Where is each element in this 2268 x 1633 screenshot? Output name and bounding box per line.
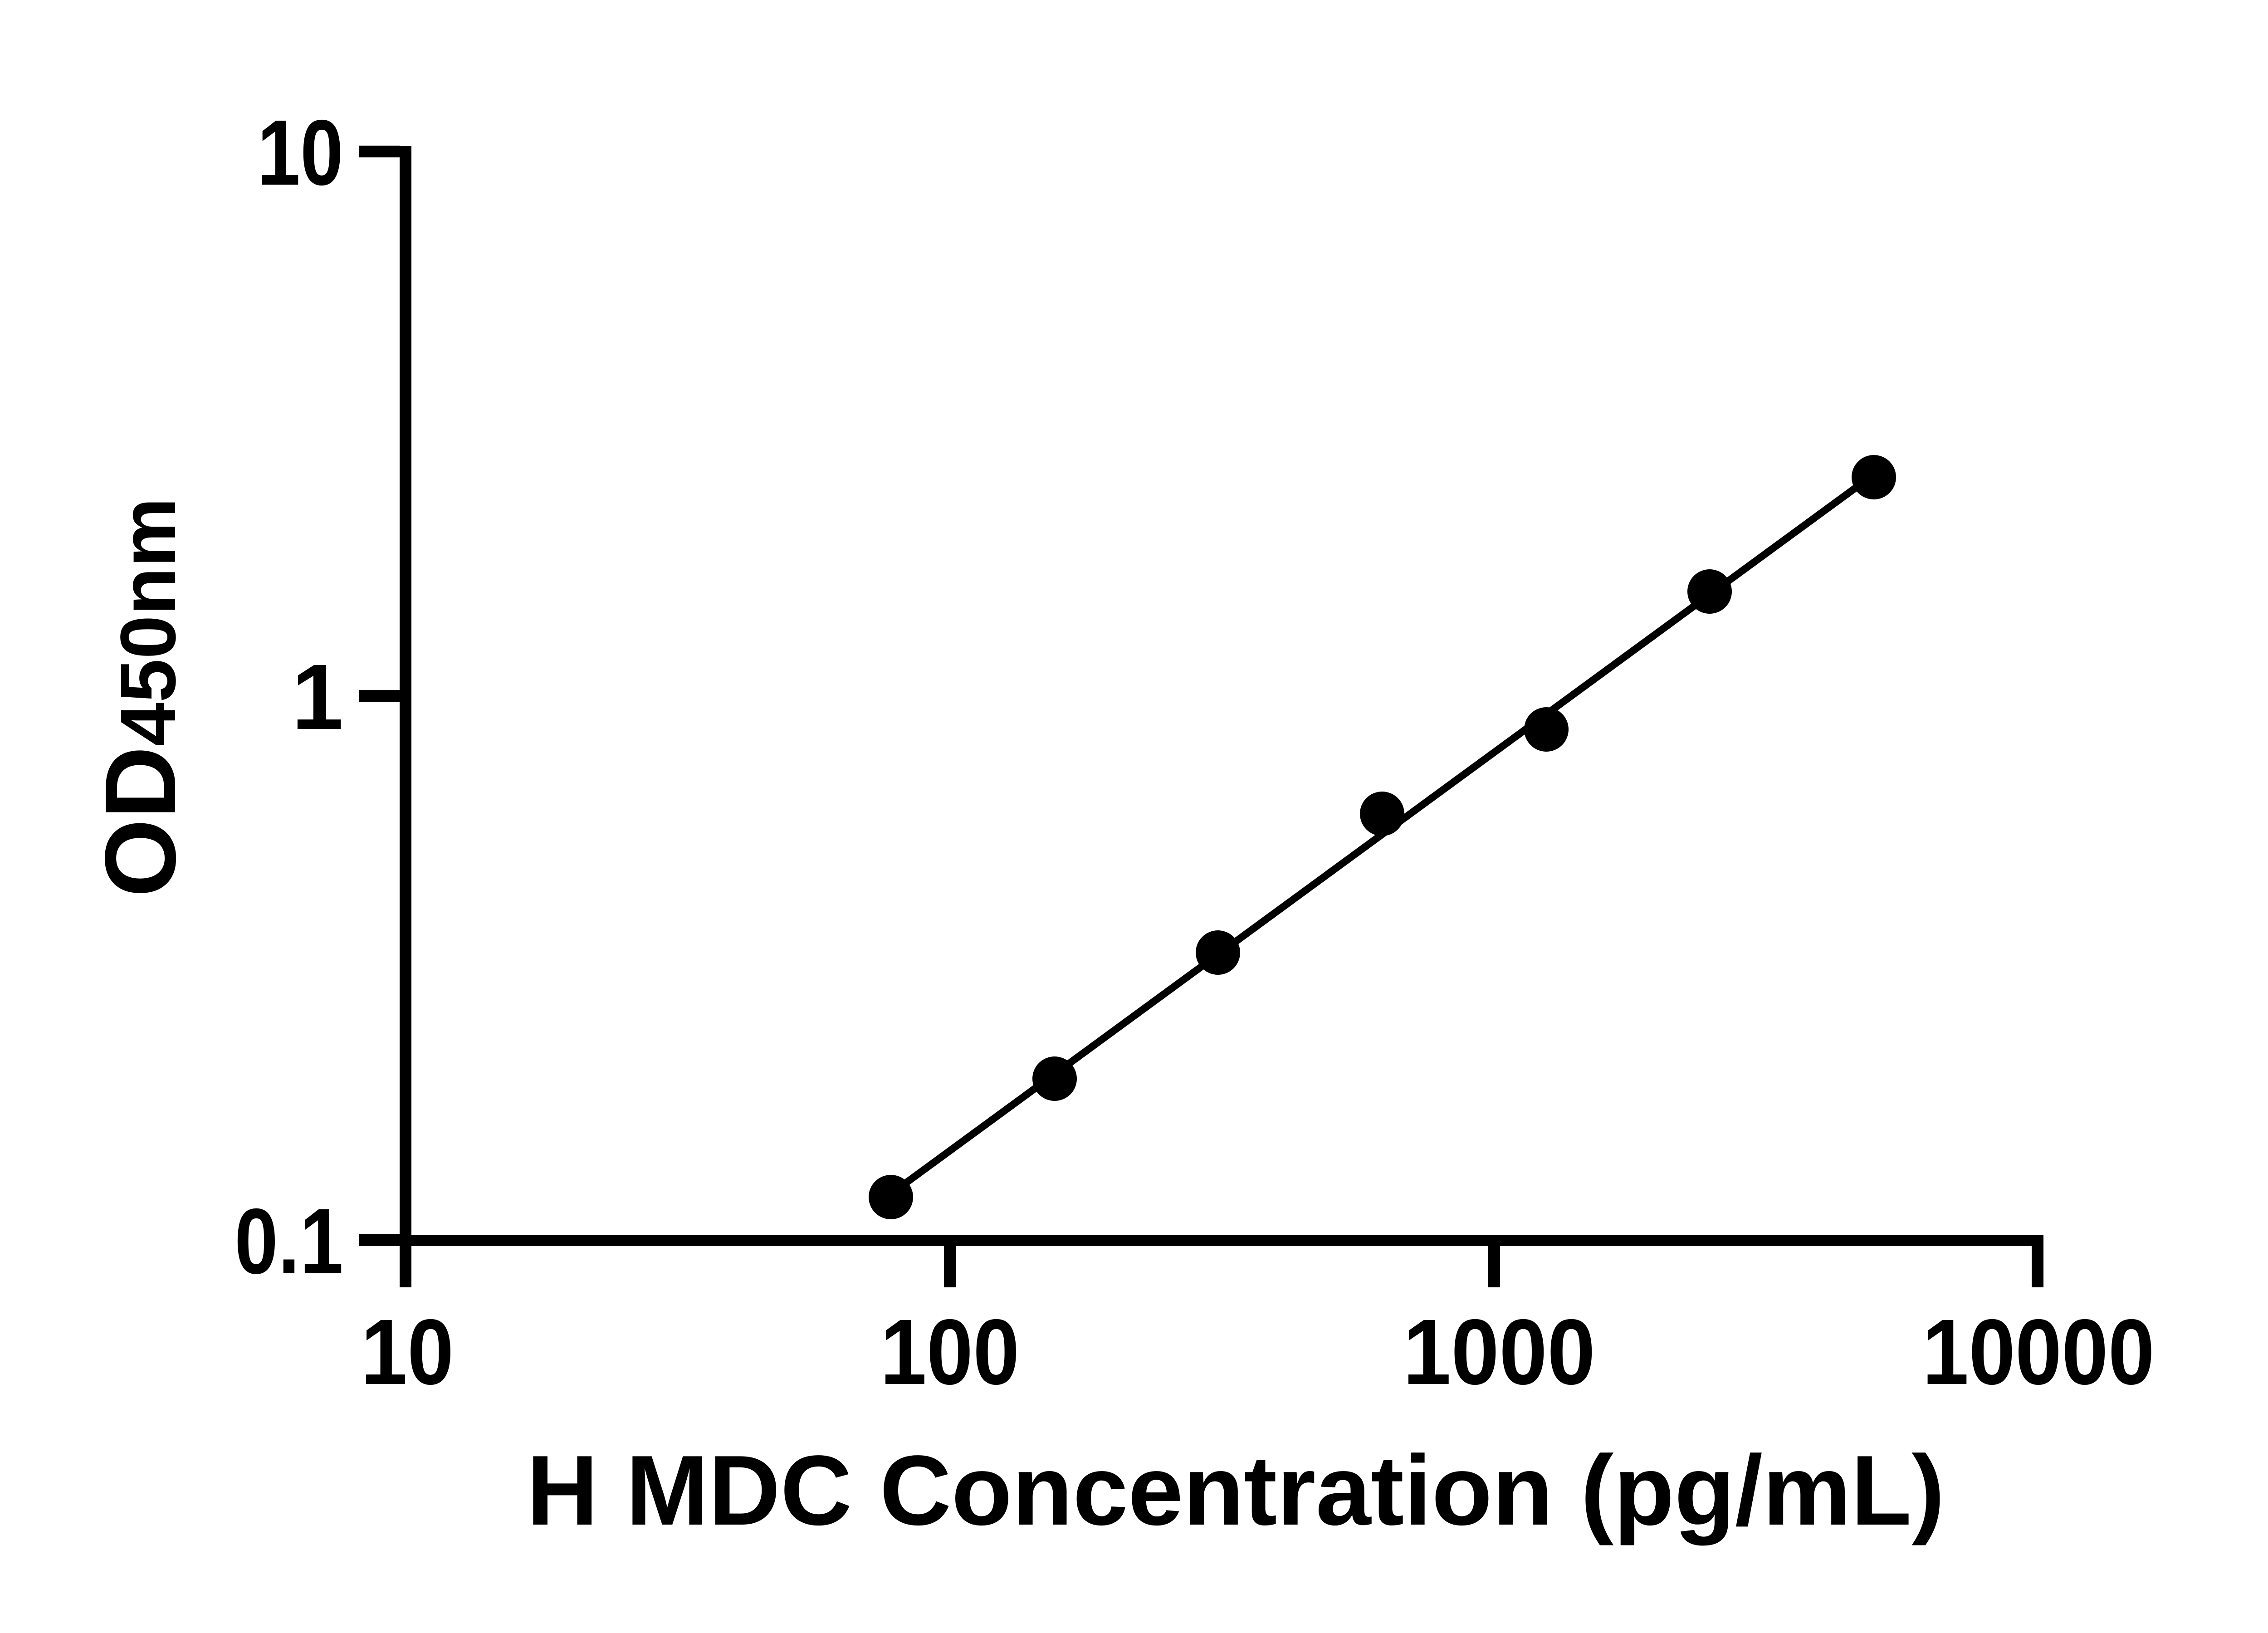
svg-text:0.1: 0.1 xyxy=(235,1189,343,1293)
svg-text:H MDC Concentration (pg/mL): H MDC Concentration (pg/mL) xyxy=(527,1435,1945,1546)
svg-text:10000: 10000 xyxy=(1922,1300,2155,1404)
svg-text:1: 1 xyxy=(292,645,343,749)
svg-text:10: 10 xyxy=(361,1300,454,1404)
svg-text:10: 10 xyxy=(257,101,343,205)
svg-text:100: 100 xyxy=(880,1300,1020,1404)
svg-text:1000: 1000 xyxy=(1403,1300,1595,1404)
